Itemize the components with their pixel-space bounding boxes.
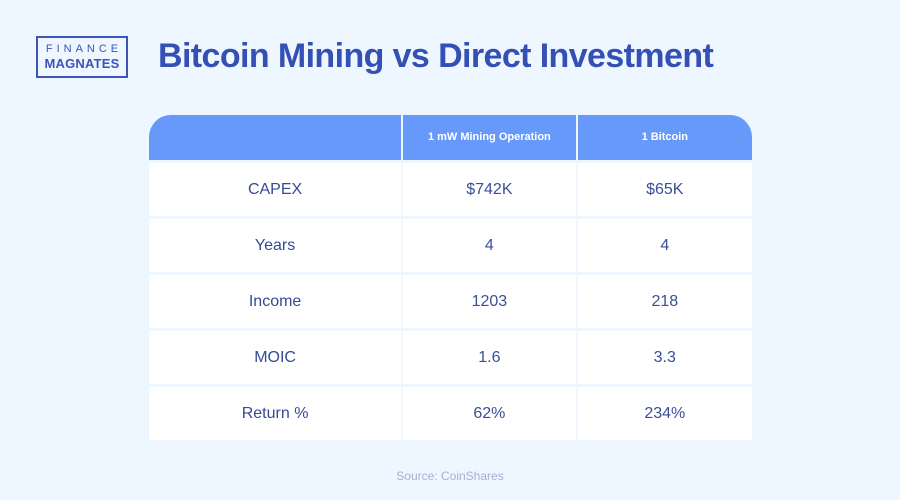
logo-line-magnates: MAGNATES [44, 56, 120, 71]
finance-magnates-logo: FINANCE MAGNATES [36, 36, 128, 78]
table-row-return: Return % 62% 234% [149, 387, 752, 440]
logo-line-finance: FINANCE [45, 43, 123, 55]
page-title: Bitcoin Mining vs Direct Investment [158, 37, 714, 75]
row-label: MOIC [149, 331, 402, 384]
bitcoin-value: $65K [577, 163, 752, 216]
mining-value: $742K [403, 163, 576, 216]
header-cell-bitcoin: 1 Bitcoin [575, 115, 752, 160]
comparison-table: 1 mW Mining Operation 1 Bitcoin CAPEX $7… [149, 115, 752, 440]
header-cell-empty [149, 115, 401, 160]
bitcoin-value: 3.3 [577, 331, 752, 384]
bitcoin-value: 234% [577, 387, 752, 440]
bitcoin-value: 4 [577, 219, 752, 272]
bitcoin-value: 218 [577, 275, 752, 328]
source-caption: Source: CoinShares [396, 469, 504, 483]
row-label: Years [149, 219, 402, 272]
row-label: Income [149, 275, 402, 328]
row-label: Return % [149, 387, 402, 440]
mining-value: 4 [403, 219, 576, 272]
mining-value: 1203 [403, 275, 576, 328]
table-row-moic: MOIC 1.6 3.3 [149, 331, 752, 384]
table-row-years: Years 4 4 [149, 219, 752, 272]
table-row-capex: CAPEX $742K $65K [149, 163, 752, 216]
mining-value: 1.6 [403, 331, 576, 384]
table-header-row: 1 mW Mining Operation 1 Bitcoin [149, 115, 752, 160]
mining-value: 62% [403, 387, 576, 440]
header-cell-mining: 1 mW Mining Operation [401, 115, 575, 160]
row-label: CAPEX [149, 163, 402, 216]
table-row-income: Income 1203 218 [149, 275, 752, 328]
